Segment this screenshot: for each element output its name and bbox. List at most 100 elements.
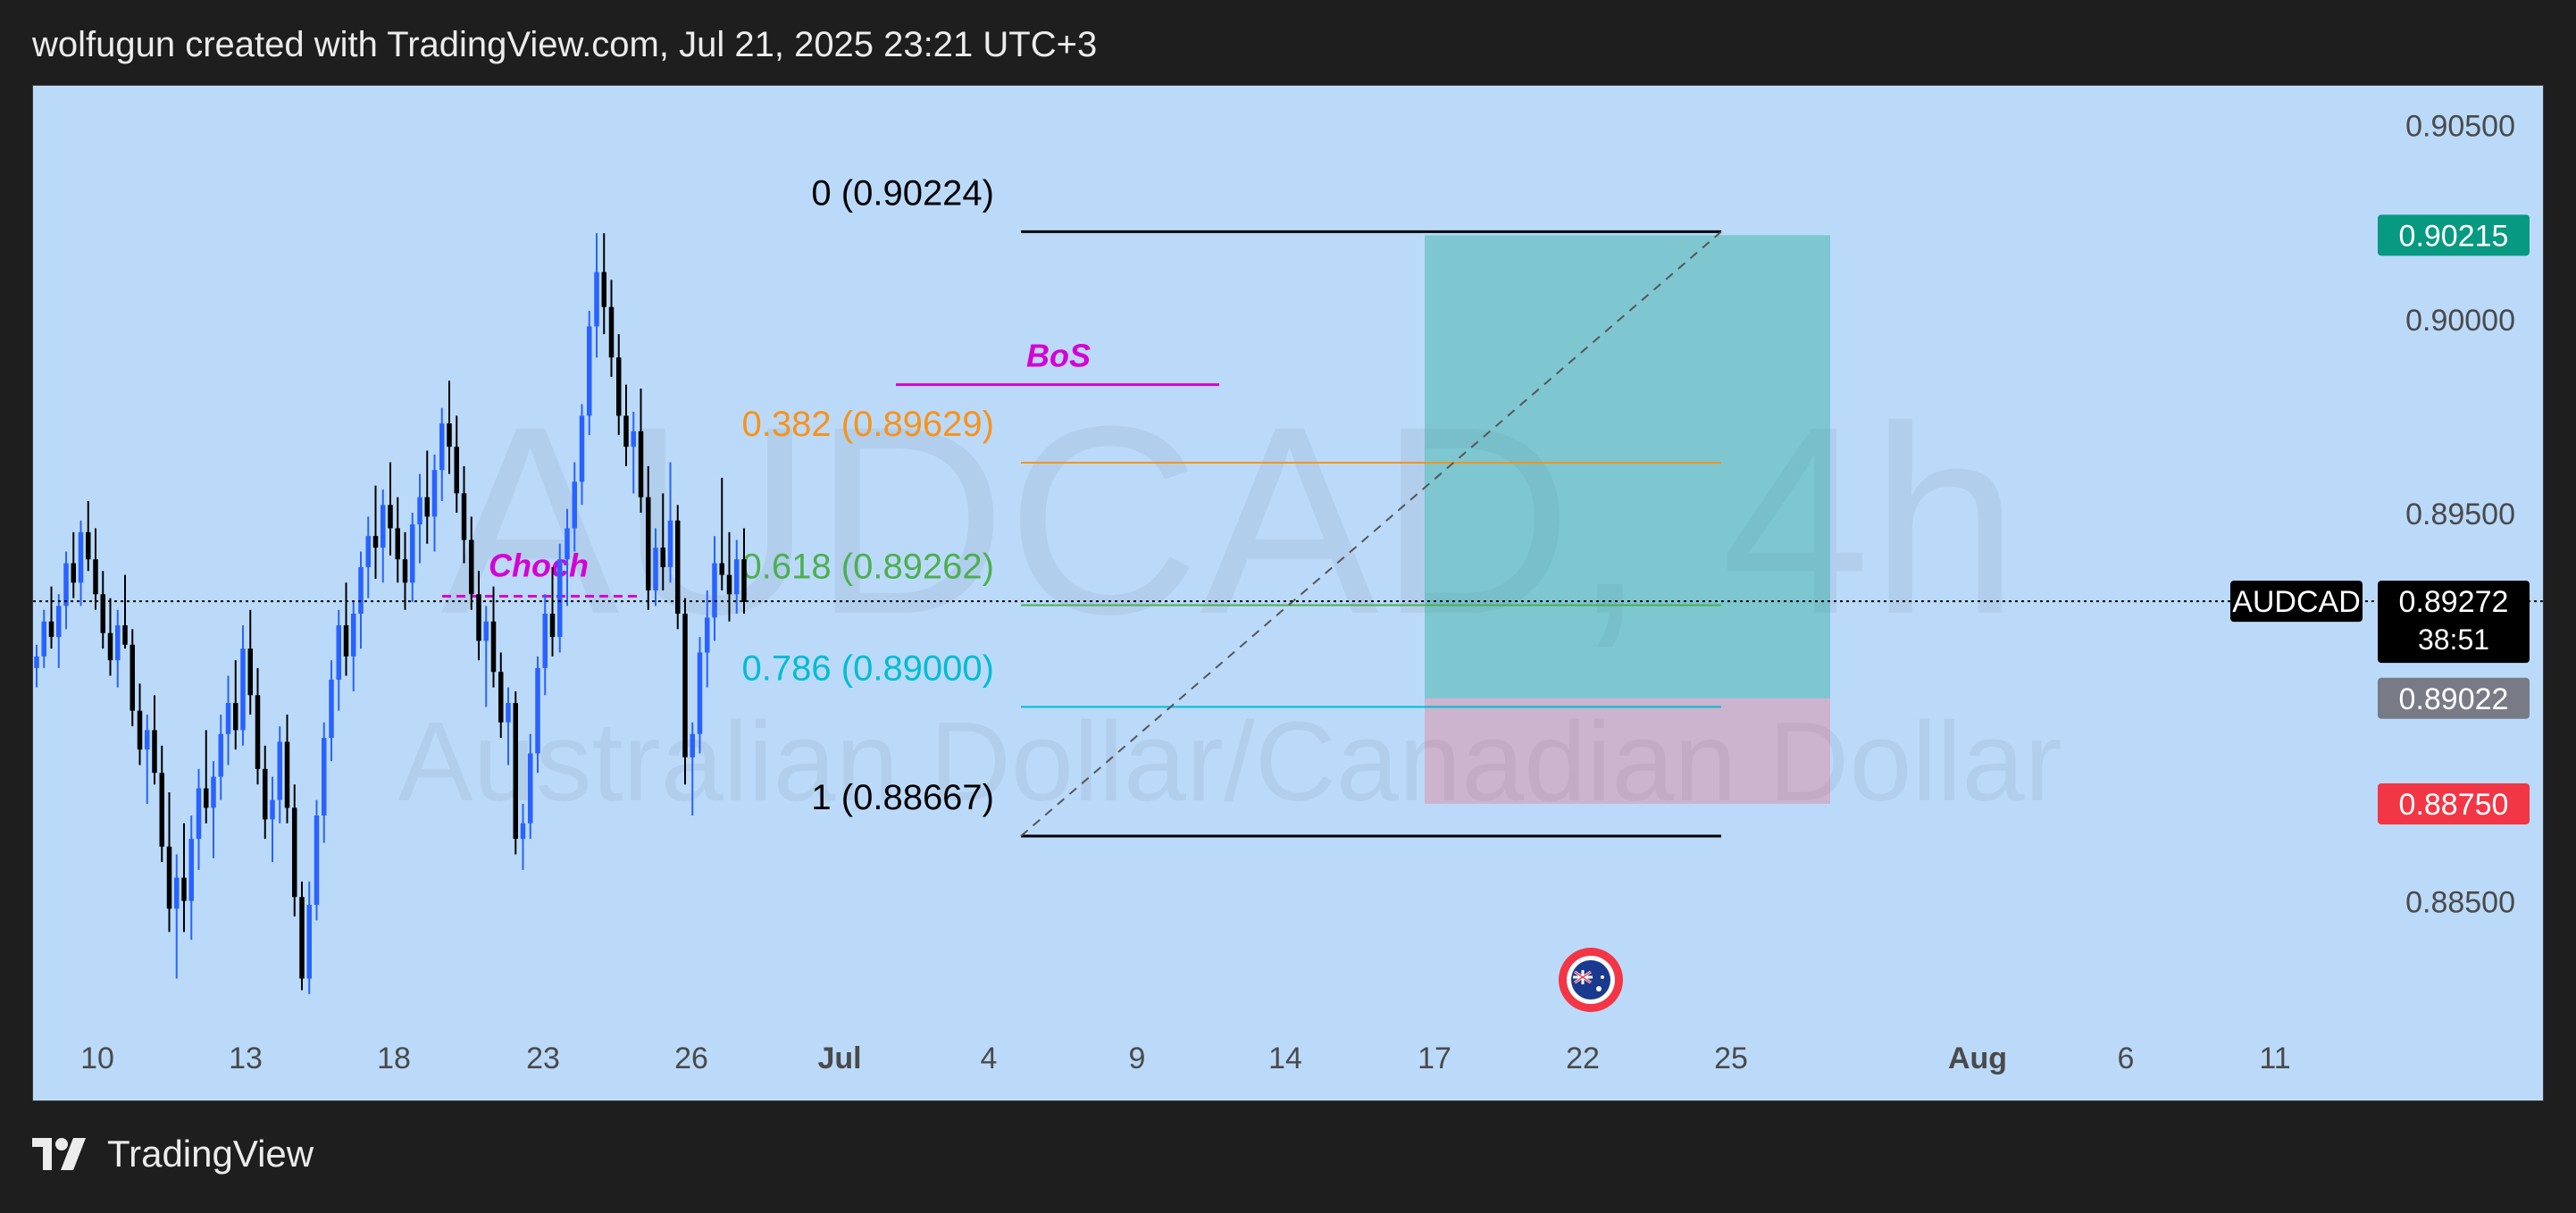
time-tick: 13 [229, 1042, 263, 1075]
candle-body [166, 846, 172, 909]
chart-svg[interactable]: AUDCAD, 4h Australian Dollar/Canadian Do… [33, 86, 2545, 1102]
time-tick: Jul [817, 1042, 861, 1075]
price-label-badge[interactable] [2378, 677, 2530, 719]
candle-body [498, 672, 504, 723]
candle-body [402, 559, 408, 583]
candle-body [587, 326, 592, 416]
price-tick: 0.88500 [2405, 886, 2515, 920]
fib-label: 0.382 (0.89629) [742, 405, 994, 444]
candle-body [218, 733, 223, 777]
candle-body [734, 559, 740, 595]
candle-body [322, 738, 327, 816]
watermark-description: Australian Dollar/Canadian Dollar [398, 699, 2062, 824]
candle-body [535, 667, 540, 754]
australia-flag-icon[interactable] [1559, 948, 1623, 1012]
candle-body [549, 614, 556, 638]
candle-body [388, 505, 393, 529]
current-price-text: 0.89272 [2399, 585, 2509, 619]
candles [34, 233, 747, 994]
fib-label: 0.786 (0.89000) [742, 648, 994, 688]
time-axis[interactable]: 10 13 18 23 26 Jul 4 9 14 17 22 25 Aug 6 11 [80, 1042, 2291, 1075]
candle-body [660, 548, 665, 567]
candle-body [188, 839, 194, 901]
candle-body [122, 625, 128, 645]
candle-body [675, 520, 681, 615]
candle-body [137, 710, 143, 750]
candle-body [513, 702, 518, 840]
candle-body [174, 877, 180, 909]
time-tick: 11 [2259, 1042, 2290, 1075]
time-tick: 10 [80, 1042, 114, 1075]
candle-body [63, 563, 69, 606]
profit-zone[interactable] [1425, 235, 1830, 699]
time-tick: 25 [1714, 1042, 1748, 1075]
candle-body [431, 470, 438, 517]
chart-area[interactable]: AUDCAD, 4h Australian Dollar/Canadian Do… [32, 85, 2545, 1102]
candle-body [34, 656, 39, 668]
candle-body [358, 566, 364, 615]
candle-body [520, 823, 526, 840]
candle-body [351, 614, 356, 657]
candle-body [115, 625, 121, 661]
candle-body [86, 531, 91, 560]
price-label-badge[interactable] [2378, 214, 2530, 256]
candle-body [152, 730, 157, 774]
candle-body [343, 625, 349, 657]
candle-body [159, 773, 164, 847]
candle-body [381, 505, 386, 548]
candle-body [100, 594, 105, 633]
fib-label: 0 (0.90224) [811, 173, 994, 213]
fib-retracement[interactable]: 0 (0.90224) 0.382 (0.89629) 0.618 (0.89262… [742, 173, 1722, 838]
candle-body [608, 306, 615, 358]
candle-body [211, 776, 216, 808]
candle-body [646, 497, 651, 590]
candle-body [145, 730, 150, 750]
tradingview-logo-icon [32, 1138, 86, 1170]
candle-body [712, 563, 717, 618]
candle-body [107, 632, 113, 661]
current-price-badge[interactable] [2378, 581, 2530, 664]
candle-body [417, 497, 422, 525]
candle-body [528, 753, 533, 824]
fib-label: 1 (0.88667) [811, 778, 994, 817]
candle-body [454, 447, 459, 494]
time-tick: 23 [526, 1042, 560, 1075]
annotations[interactable]: BoS Choch [442, 338, 1219, 598]
candle-body [557, 559, 563, 638]
price-tick: 0.89500 [2405, 498, 2515, 531]
candle-body [233, 702, 238, 731]
time-tick: 4 [981, 1042, 998, 1075]
bos-label: BoS [1026, 338, 1091, 374]
candle-body [48, 621, 54, 638]
candle-body [667, 520, 673, 567]
candle-body [506, 702, 511, 723]
symbol-badge[interactable] [2230, 581, 2363, 623]
long-position-tool[interactable] [1425, 235, 1830, 804]
candle-body [284, 741, 290, 808]
events[interactable] [1559, 948, 1623, 1012]
candle-body [263, 768, 268, 820]
time-tick: Aug [1948, 1042, 2007, 1075]
price-tick: 0.90500 [2405, 109, 2515, 143]
candle-body [56, 606, 62, 638]
candle-body [181, 877, 187, 901]
candle-body [93, 559, 98, 595]
time-tick: 14 [1268, 1042, 1302, 1075]
loss-zone[interactable] [1425, 698, 1830, 804]
price-axis[interactable]: 0.90500 0.90000 0.89500 0.88500 0.90215 0.890… [2230, 109, 2530, 920]
candle-body [542, 614, 548, 668]
candle-body [653, 548, 658, 590]
candle-body [41, 621, 46, 657]
candle-body [631, 431, 636, 448]
candle-body [372, 536, 379, 548]
candle-body [565, 528, 570, 560]
price-label-text: 0.90215 [2399, 219, 2509, 253]
candle-body [623, 415, 629, 448]
price-label-badge[interactable] [2378, 782, 2530, 824]
candle-body [439, 423, 445, 471]
time-tick: 22 [1566, 1042, 1600, 1075]
price-label-text: 0.88750 [2399, 788, 2509, 822]
candle-body [292, 807, 297, 898]
bar-countdown-text: 38:51 [2418, 623, 2489, 656]
candle-body [270, 799, 275, 820]
